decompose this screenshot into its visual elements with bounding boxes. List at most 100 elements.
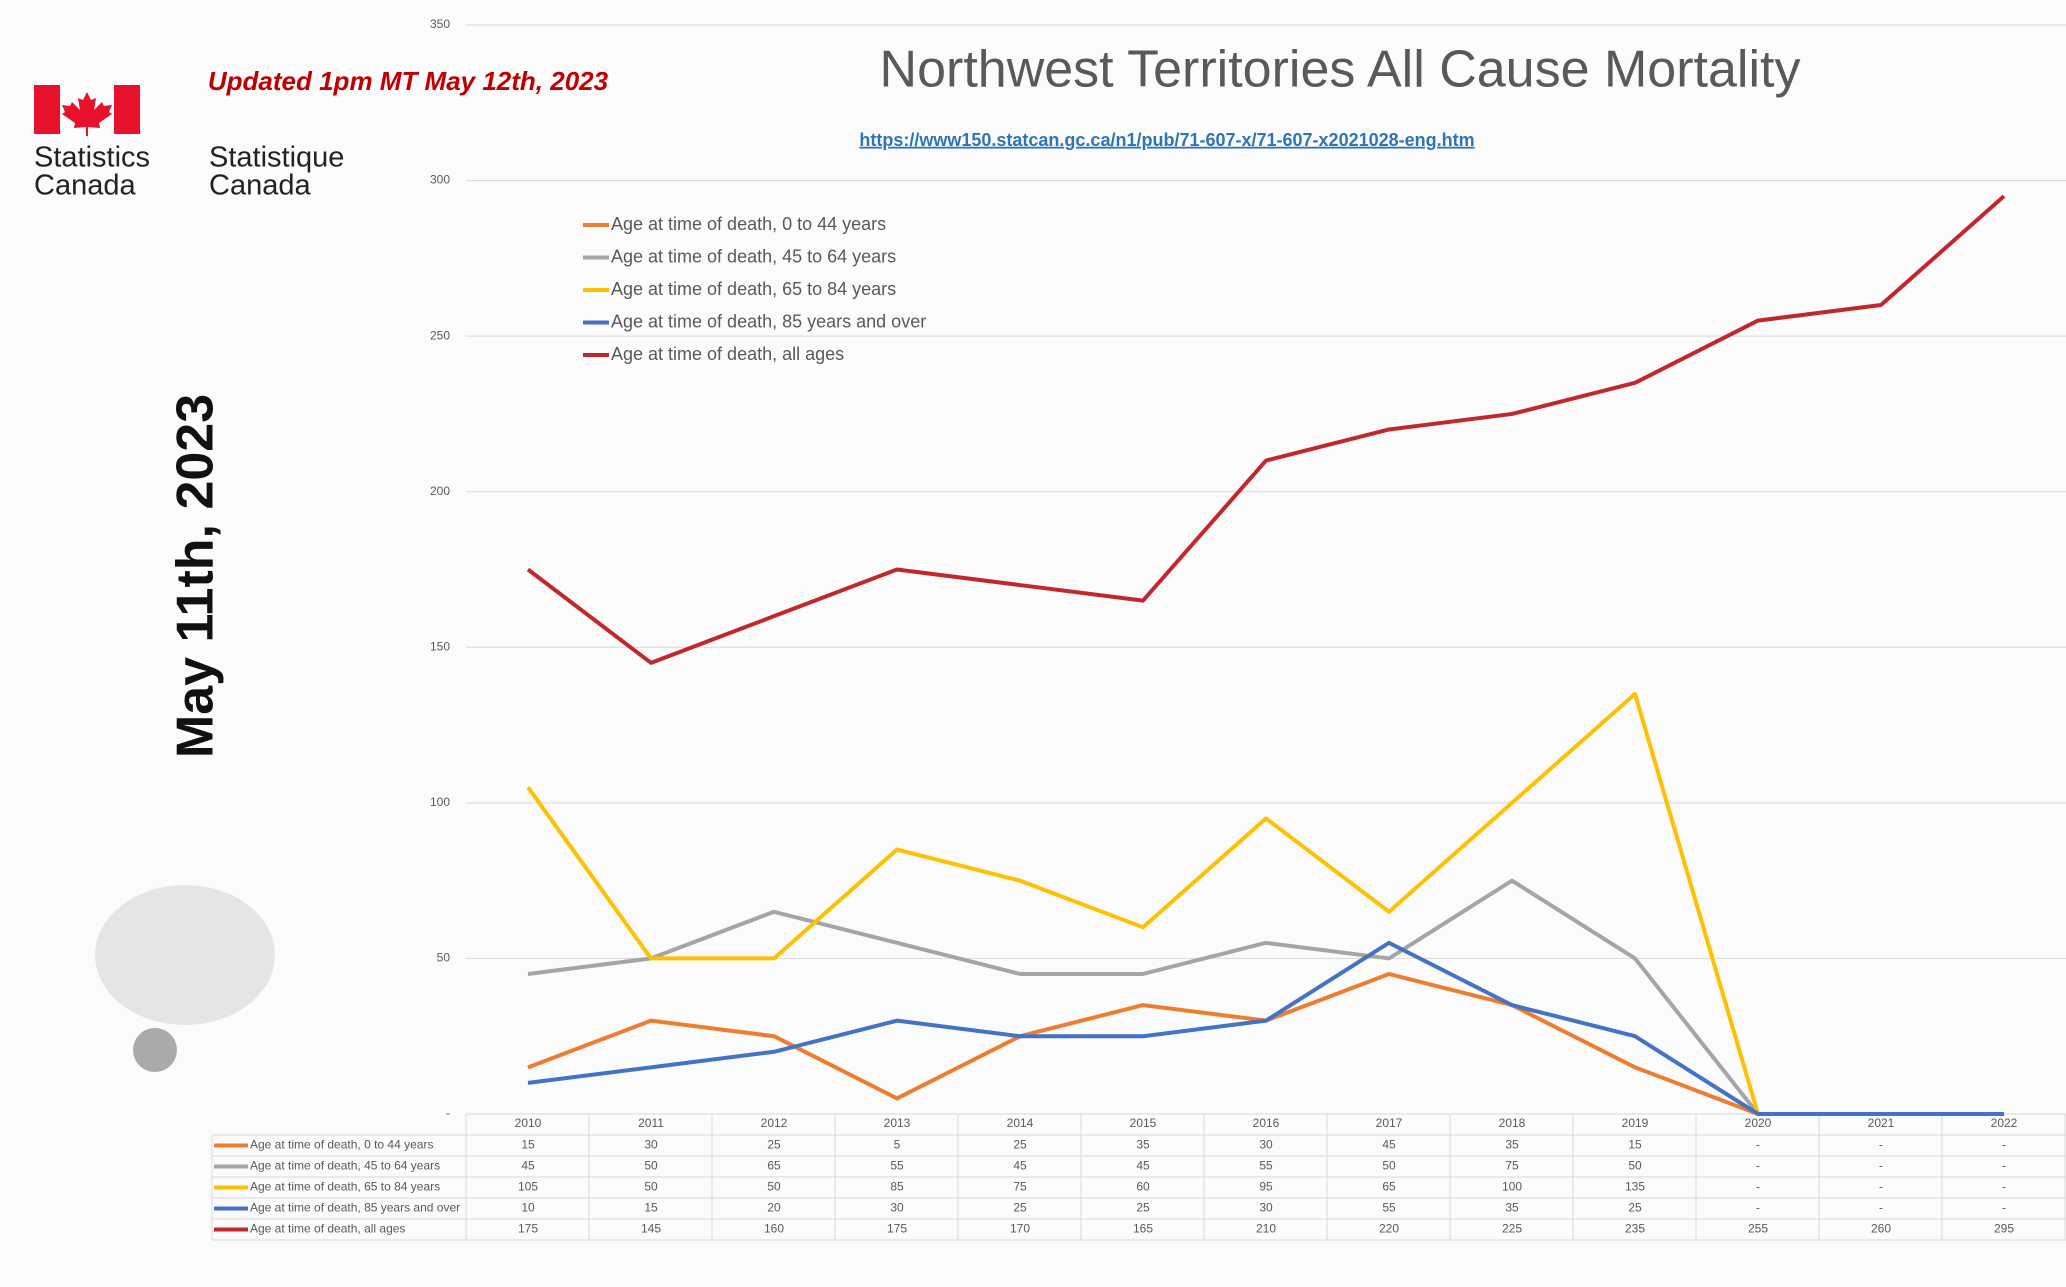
table-cell: 135 <box>1625 1180 1645 1194</box>
table-cell: 45 <box>1136 1159 1150 1173</box>
table-cell: 50 <box>1628 1159 1642 1173</box>
table-row-label: Age at time of death, all ages <box>250 1222 405 1236</box>
y-tick-label: 350 <box>430 17 450 31</box>
table-cell: 30 <box>644 1138 658 1152</box>
x-tick-label: 2013 <box>884 1116 911 1130</box>
table-cell: 15 <box>644 1201 658 1215</box>
y-tick-label: 100 <box>430 795 450 809</box>
table-cell: 65 <box>767 1159 781 1173</box>
table-cell: 45 <box>521 1159 535 1173</box>
x-tick-label: 2017 <box>1376 1116 1403 1130</box>
table-cell: 15 <box>1628 1138 1642 1152</box>
table-cell: 95 <box>1259 1180 1273 1194</box>
legend-label: Age at time of death, all ages <box>611 344 844 364</box>
source-link[interactable]: https://www150.statcan.gc.ca/n1/pub/71-6… <box>859 130 1474 150</box>
table-cell: 235 <box>1625 1222 1645 1236</box>
table-cell: 65 <box>1382 1180 1396 1194</box>
x-tick-label: 2014 <box>1007 1116 1034 1130</box>
table-cell: 175 <box>887 1222 907 1236</box>
table-cell: 30 <box>1259 1138 1273 1152</box>
table-cell: 260 <box>1871 1222 1891 1236</box>
update-note: Updated 1pm MT May 12th, 2023 <box>208 66 609 96</box>
flag-bar <box>114 85 140 134</box>
table-cell: 55 <box>1382 1201 1396 1215</box>
date-note: May 11th, 2023 <box>167 394 225 758</box>
x-tick-label: 2019 <box>1622 1116 1649 1130</box>
legend-label: Age at time of death, 85 years and over <box>611 311 926 331</box>
table-cell: 45 <box>1382 1138 1396 1152</box>
x-tick-label: 2015 <box>1130 1116 1157 1130</box>
table-cell: 50 <box>767 1180 781 1194</box>
y-tick-label: - <box>446 1106 450 1120</box>
table-cell: - <box>1879 1201 1883 1215</box>
table-cell: - <box>2002 1159 2006 1173</box>
table-cell: 210 <box>1256 1222 1276 1236</box>
table-cell: 55 <box>1259 1159 1273 1173</box>
table-cell: 170 <box>1010 1222 1030 1236</box>
x-tick-label: 2021 <box>1868 1116 1895 1130</box>
table-cell: 295 <box>1994 1222 2014 1236</box>
y-tick-label: 50 <box>437 951 451 965</box>
table-row-label: Age at time of death, 45 to 64 years <box>250 1159 440 1173</box>
legend-label: Age at time of death, 45 to 64 years <box>611 246 896 266</box>
x-tick-label: 2011 <box>638 1116 664 1130</box>
table-cell: - <box>1879 1138 1883 1152</box>
table-row-label: Age at time of death, 85 years and over <box>250 1201 460 1215</box>
table-cell: 145 <box>641 1222 661 1236</box>
logo-text: Canada <box>34 170 136 202</box>
table-cell: - <box>2002 1201 2006 1215</box>
table-cell: 25 <box>1013 1138 1027 1152</box>
table-cell: 225 <box>1502 1222 1522 1236</box>
legend-label: Age at time of death, 65 to 84 years <box>611 279 896 299</box>
table-cell: 25 <box>1136 1201 1150 1215</box>
y-tick-label: 200 <box>430 484 450 498</box>
table-cell: 25 <box>1628 1201 1642 1215</box>
table-row-label: Age at time of death, 0 to 44 years <box>250 1138 433 1152</box>
logo-text: Canada <box>209 170 311 202</box>
table-cell: 220 <box>1379 1222 1399 1236</box>
legend-label: Age at time of death, 0 to 44 years <box>611 214 886 234</box>
table-cell: 50 <box>644 1159 658 1173</box>
chart: Statistics Canada Statistique Canada Upd… <box>0 0 2066 1287</box>
x-tick-label: 2018 <box>1499 1116 1526 1130</box>
table-cell: 175 <box>518 1222 538 1236</box>
table-cell: 160 <box>764 1222 784 1236</box>
table-cell: 105 <box>518 1180 538 1194</box>
table-cell: 35 <box>1136 1138 1150 1152</box>
table-cell: 20 <box>767 1201 781 1215</box>
table-cell: 75 <box>1013 1180 1027 1194</box>
y-tick-label: 250 <box>430 328 450 342</box>
table-cell: 50 <box>644 1180 658 1194</box>
table-cell: - <box>1756 1201 1760 1215</box>
table-cell: 85 <box>890 1180 904 1194</box>
flag-bar <box>34 85 60 134</box>
table-cell: 30 <box>1259 1201 1273 1215</box>
table-cell: - <box>1879 1159 1883 1173</box>
table-cell: - <box>2002 1180 2006 1194</box>
table-cell: 35 <box>1505 1138 1519 1152</box>
x-tick-label: 2022 <box>1991 1116 2018 1130</box>
x-tick-label: 2012 <box>761 1116 788 1130</box>
table-cell: 15 <box>521 1138 535 1152</box>
table-cell: 60 <box>1136 1180 1150 1194</box>
table-cell: 255 <box>1748 1222 1768 1236</box>
table-cell: 10 <box>521 1201 535 1215</box>
table-cell: 5 <box>894 1138 901 1152</box>
table-cell: - <box>1756 1180 1760 1194</box>
table-cell: 35 <box>1505 1201 1519 1215</box>
table-cell: 30 <box>890 1201 904 1215</box>
y-tick-label: 300 <box>430 173 450 187</box>
x-tick-label: 2010 <box>515 1116 542 1130</box>
table-cell: 50 <box>1382 1159 1396 1173</box>
table-cell: 55 <box>890 1159 904 1173</box>
x-tick-label: 2016 <box>1253 1116 1280 1130</box>
table-cell: - <box>1756 1138 1760 1152</box>
table-cell: 75 <box>1505 1159 1519 1173</box>
table-cell: 45 <box>1013 1159 1027 1173</box>
table-cell: 100 <box>1502 1180 1522 1194</box>
table-cell: 25 <box>1013 1201 1027 1215</box>
table-cell: 25 <box>767 1138 781 1152</box>
chart-title: Northwest Territories All Cause Mortalit… <box>880 41 1801 99</box>
x-tick-label: 2020 <box>1745 1116 1772 1130</box>
table-row-label: Age at time of death, 65 to 84 years <box>250 1180 440 1194</box>
